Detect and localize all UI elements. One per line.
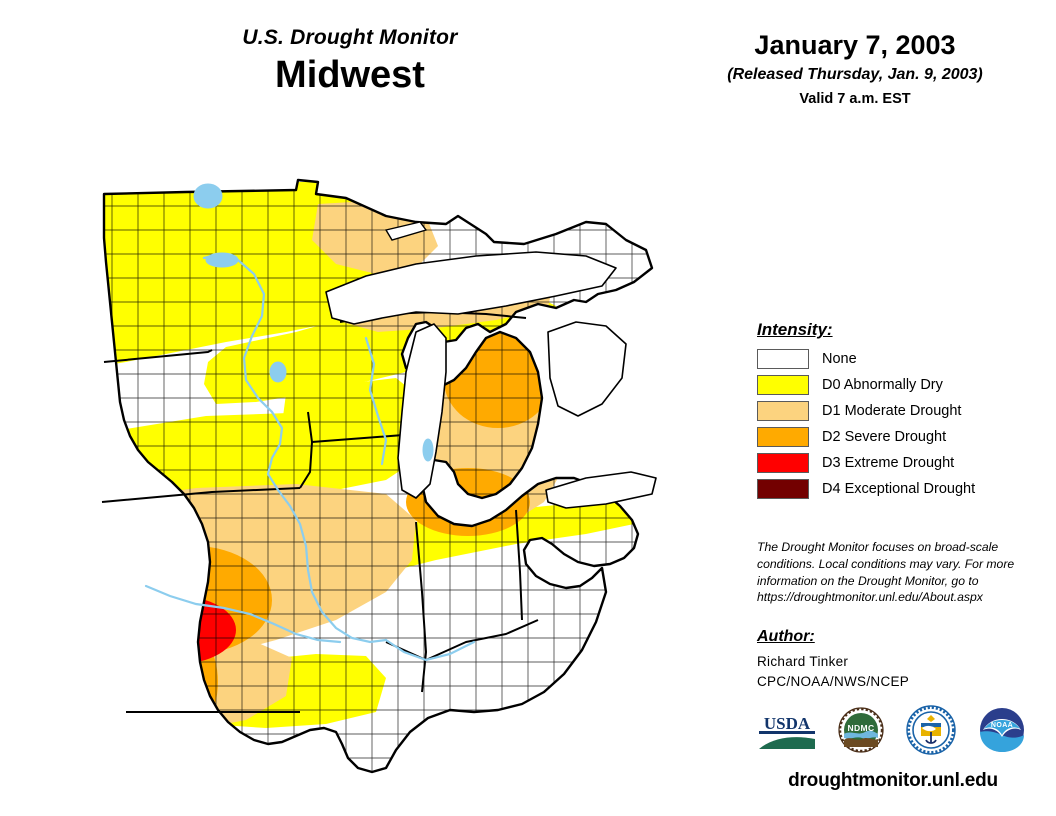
- legend-label-d1: D1 Moderate Drought: [822, 403, 962, 419]
- legend-label-none: None: [822, 351, 857, 367]
- red-lake: [205, 252, 239, 268]
- legend-row-d0: D0 Abnormally Dry: [757, 373, 1022, 397]
- ndmc-logo: NDMC: [838, 707, 884, 753]
- valid-date: January 7, 2003: [754, 30, 956, 60]
- lake-superior: [325, 251, 617, 325]
- legend: Intensity: None D0 Abnormally Dry D1 Mod…: [757, 320, 1022, 503]
- noaa-logo-text: NOAA: [991, 722, 1013, 729]
- legend-swatch-d3: [757, 453, 809, 473]
- lake-winnebago: [422, 438, 434, 462]
- lake-erie: [545, 471, 657, 509]
- legend-row-none: None: [757, 347, 1022, 371]
- legend-label-d3: D3 Extreme Drought: [822, 455, 955, 471]
- ndmc-logo-text: NDMC: [848, 723, 875, 733]
- d0-area-central-wisconsin: [282, 378, 416, 440]
- usda-logo: USDA: [758, 714, 815, 749]
- legend-swatch-d1: [757, 401, 809, 421]
- drought-map: [86, 172, 686, 782]
- legend-swatch-d2: [757, 427, 809, 447]
- legend-swatch-none: [757, 349, 809, 369]
- legend-label-d2: D2 Severe Drought: [822, 429, 947, 445]
- valid-time: Valid 7 a.m. EST: [799, 91, 911, 108]
- page-title-block: U.S. Drought Monitor Midwest: [150, 26, 550, 100]
- author-name: Richard Tinker: [757, 654, 849, 669]
- legend-swatch-d0: [757, 375, 809, 395]
- legend-row-d3: D3 Extreme Drought: [757, 451, 1022, 475]
- legend-row-d4: D4 Exceptional Drought: [757, 477, 1022, 501]
- logo-row: USDA NDMC NOAA: [757, 703, 1027, 757]
- great-lakes-layer: [325, 221, 657, 509]
- legend-swatch-d4: [757, 479, 809, 499]
- page-title: U.S. Drought Monitor: [242, 26, 458, 49]
- inland-lakes-layer: [193, 183, 434, 462]
- author-block: Author: Richard Tinker CPC/NOAA/NWS/NCEP: [757, 628, 1022, 691]
- isle-royale: [384, 221, 428, 241]
- legend-row-d2: D2 Severe Drought: [757, 425, 1022, 449]
- lake-michigan: [397, 323, 447, 499]
- author-heading: Author:: [757, 628, 815, 645]
- usda-logo-text: USDA: [764, 714, 811, 733]
- release-date: (Released Thursday, Jan. 9, 2003): [727, 66, 983, 84]
- rivers-layer: [144, 252, 476, 662]
- legend-label-d0: D0 Abnormally Dry: [822, 377, 943, 393]
- mille-lacs-lake: [269, 361, 287, 383]
- lake-of-the-woods: [193, 183, 223, 209]
- lake-huron: [547, 321, 627, 417]
- drought-map-svg: [86, 172, 686, 782]
- site-url: droughtmonitor.unl.edu: [788, 770, 998, 791]
- legend-label-d4: D4 Exceptional Drought: [822, 481, 976, 497]
- region-title: Midwest: [275, 54, 425, 97]
- legend-title: Intensity:: [757, 320, 833, 339]
- noaa-logo: NOAA: [978, 707, 1025, 753]
- legend-row-d1: D1 Moderate Drought: [757, 399, 1022, 423]
- commerce-seal-logo: [905, 705, 956, 755]
- disclaimer-text: The Drought Monitor focuses on broad-sca…: [757, 540, 1015, 605]
- date-block: January 7, 2003 (Released Thursday, Jan.…: [690, 30, 1020, 110]
- author-affiliation: CPC/NOAA/NWS/NCEP: [757, 673, 910, 689]
